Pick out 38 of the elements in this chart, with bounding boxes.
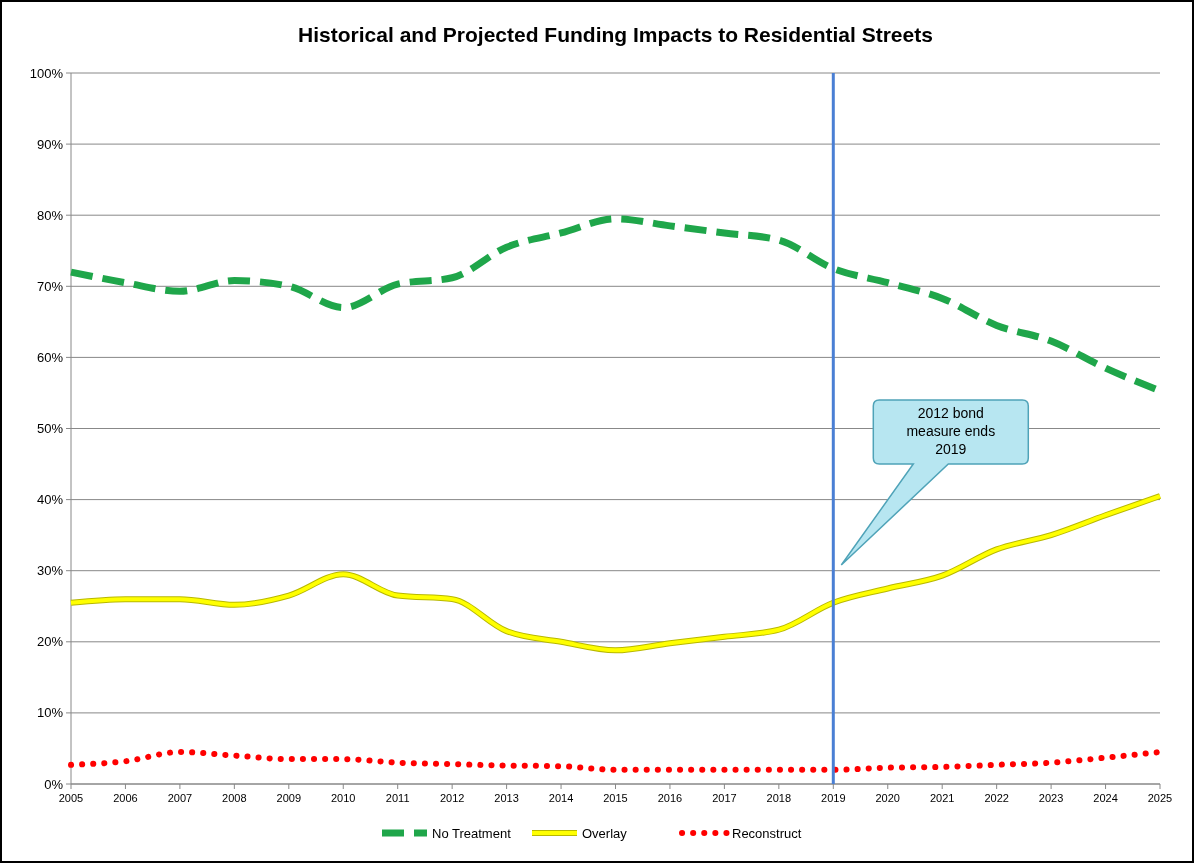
x-tick-label: 2014 (548, 792, 574, 804)
legend-label: No Treatment (432, 825, 512, 841)
legend-label: Reconstruct (732, 825, 802, 841)
x-tick-label: 2019 (821, 792, 846, 804)
y-tick-label: 20% (36, 634, 64, 650)
x-tick-label: 2021 (929, 792, 955, 804)
x-tick-label: 2023 (1038, 792, 1064, 804)
x-tick-label: 2022 (984, 792, 1009, 804)
x-tick-label: 2007 (167, 792, 193, 804)
y-tick-label: 90% (36, 136, 64, 152)
x-tick-label: 2017 (712, 792, 737, 804)
y-tick-label: 50% (36, 421, 64, 437)
x-tick-label: 2010 (331, 792, 356, 804)
legend-label: Overlay (582, 825, 628, 841)
y-tick-label: 70% (36, 278, 64, 294)
x-tick-label: 2020 (875, 792, 900, 804)
x-tick-label: 2025 (1147, 792, 1173, 804)
x-tick-label: 2005 (58, 792, 84, 804)
x-tick-label: 2018 (766, 792, 792, 804)
y-tick-label: 100% (29, 65, 64, 81)
x-tick-label: 2006 (113, 792, 138, 804)
y-tick-label: 60% (36, 349, 64, 365)
x-tick-label: 2024 (1093, 792, 1118, 804)
x-tick-label: 2008 (222, 792, 247, 804)
y-tick-label: 0% (44, 776, 64, 792)
y-tick-label: 10% (36, 705, 64, 721)
x-tick-label: 2013 (494, 792, 519, 804)
chart-title: Historical and Projected Funding Impacts to Residential Streets (298, 23, 933, 46)
x-tick-label: 2011 (385, 792, 410, 804)
annotation: 2012 bond measure ends 2019 (906, 405, 996, 457)
x-tick-label: 2012 (439, 792, 465, 804)
y-tick-label: 40% (36, 492, 64, 508)
x-tick-label: 2009 (276, 792, 302, 804)
x-tick-label: 2015 (603, 792, 628, 804)
y-tick-label: 30% (36, 563, 64, 579)
x-tick-label: 2016 (657, 792, 683, 804)
y-tick-label: 80% (36, 207, 64, 223)
line-series (68, 493, 1163, 654)
